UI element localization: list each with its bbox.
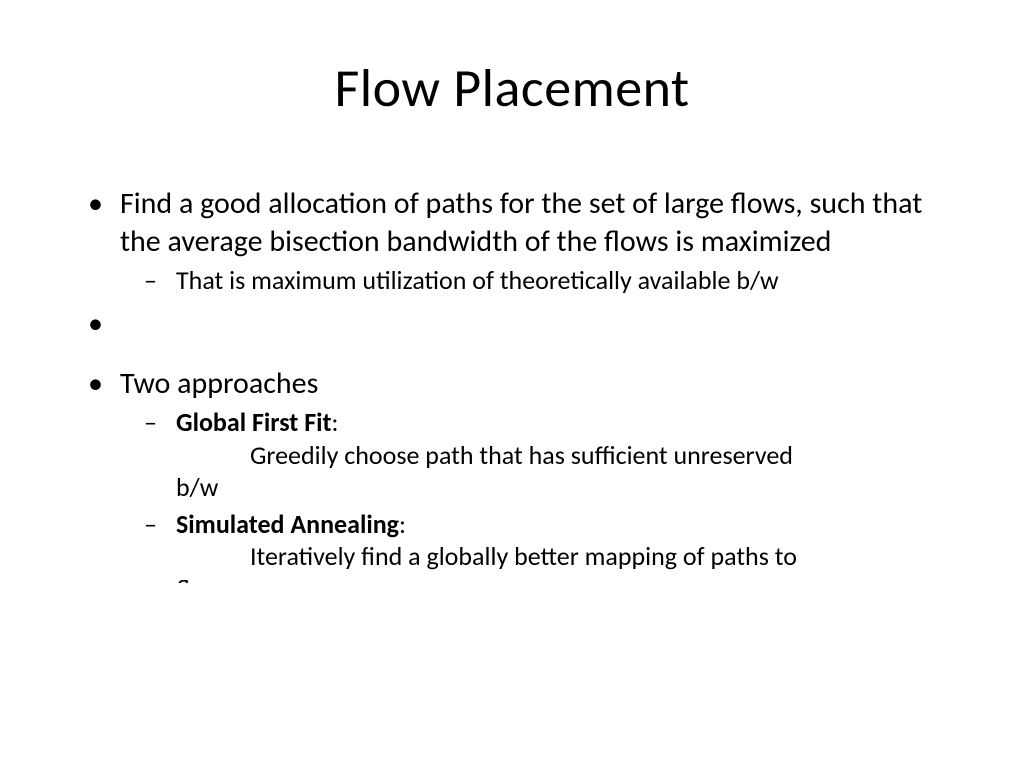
sa-label: Simulated Annealing xyxy=(176,508,399,540)
bullet-1-sub-1-text: That is maximum utilization of theoretic… xyxy=(176,264,779,296)
slide-title: Flow Placement xyxy=(0,55,1024,121)
gff-colon: : xyxy=(332,406,339,438)
bullet-2: Two approaches Global First Fit: Greedil… xyxy=(88,365,958,583)
spacer xyxy=(88,305,958,357)
bullet-2-sub-sa: Simulated Annealing: Iteratively find a … xyxy=(120,508,958,583)
bullet-2-sublist: Global First Fit: Greedily choose path t… xyxy=(120,406,958,583)
bullet-1: Find a good allocation of paths for the … xyxy=(88,185,958,297)
sa-desc-line1: Iteratively find a globally better mappi… xyxy=(176,540,958,573)
bullet-2-sub-gff: Global First Fit: Greedily choose path t… xyxy=(120,406,958,504)
bullet-1-sublist: That is maximum utilization of theoretic… xyxy=(120,264,958,297)
bullet-1-sub-1: That is maximum utilization of theoretic… xyxy=(120,264,958,297)
gff-desc-line2: b/w xyxy=(176,471,958,504)
bullet-list: Find a good allocation of paths for the … xyxy=(88,185,958,583)
slide: Flow Placement Find a good allocation of… xyxy=(0,0,1024,768)
bullet-1-text: Find a good allocation of paths for the … xyxy=(120,185,922,260)
sa-colon: : xyxy=(399,508,406,540)
sa-desc-line2: flows xyxy=(176,573,958,583)
gff-label: Global First Fit xyxy=(176,406,332,438)
gff-desc-line1: Greedily choose path that has sufficient… xyxy=(176,439,958,472)
bullet-2-text: Two approaches xyxy=(120,365,318,402)
slide-body: Find a good allocation of paths for the … xyxy=(88,185,958,591)
